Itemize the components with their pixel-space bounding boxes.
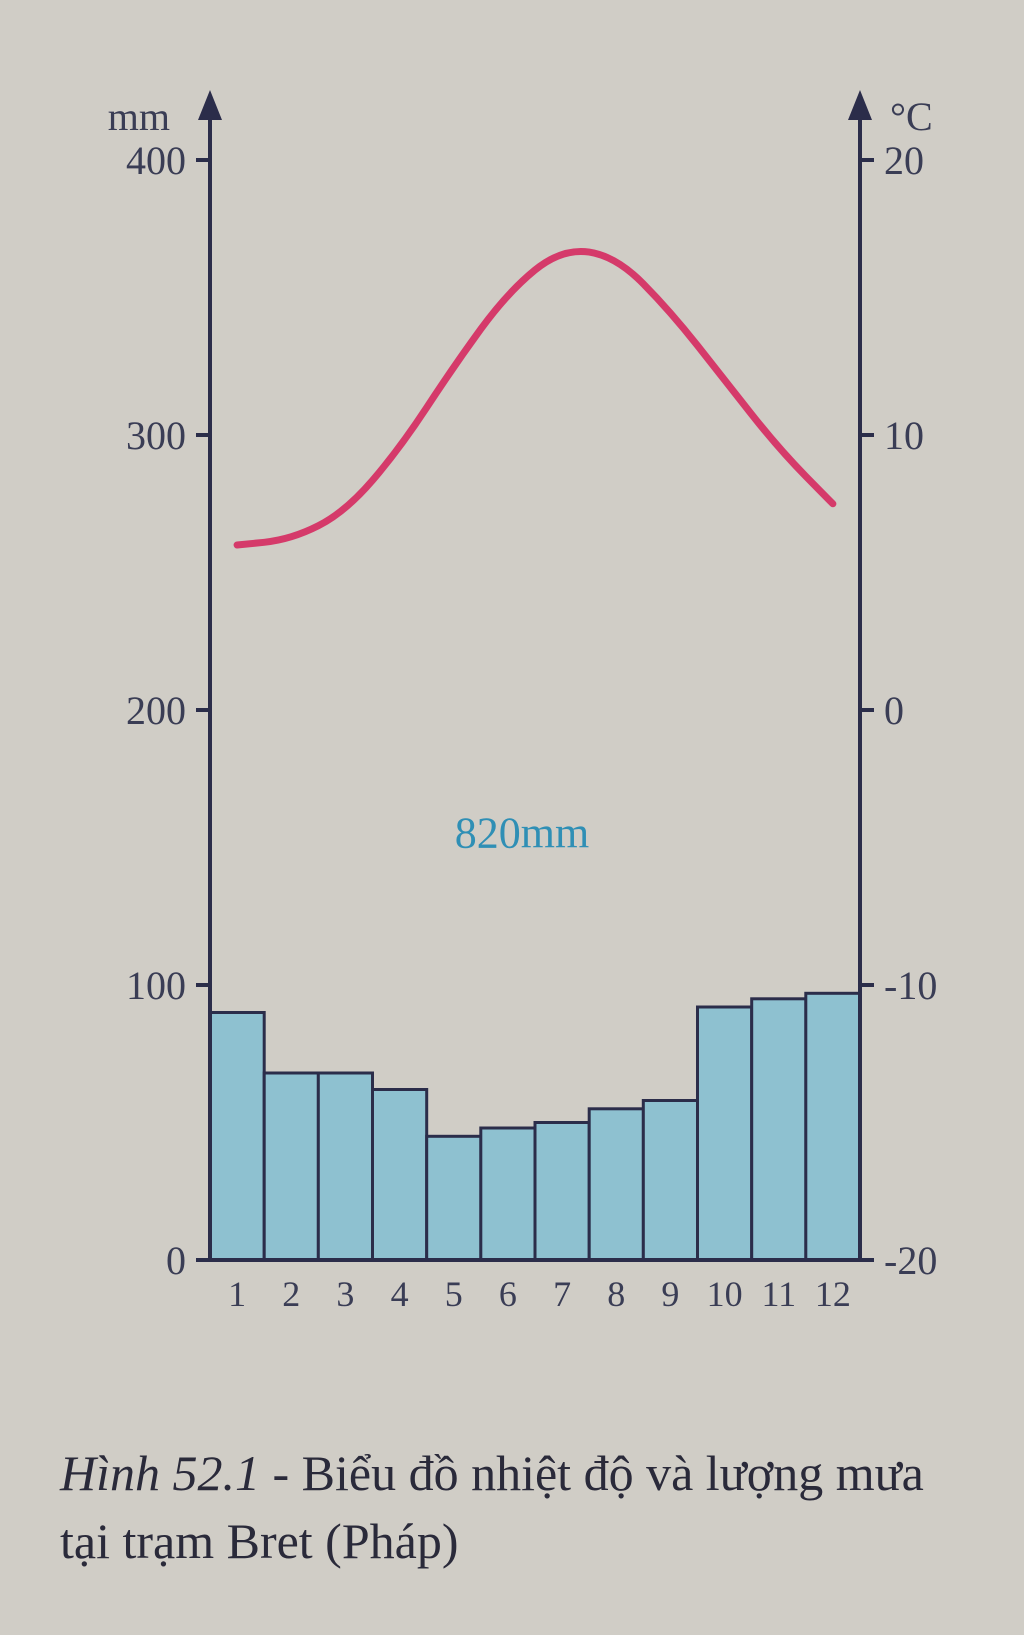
left-tick-label-300: 300 <box>126 413 186 458</box>
left-tick-label-200: 200 <box>126 688 186 733</box>
x-label-11: 11 <box>761 1274 796 1314</box>
x-label-6: 6 <box>499 1274 517 1314</box>
rainfall-bar-5 <box>427 1136 481 1260</box>
left-tick-label-0: 0 <box>166 1238 186 1283</box>
rainfall-bar-1 <box>210 1013 264 1261</box>
total-rainfall-annotation: 820mm <box>455 809 589 858</box>
x-label-12: 12 <box>815 1274 851 1314</box>
x-label-5: 5 <box>445 1274 463 1314</box>
page-root: 0100200300400mm-20-1001020°C123456789101… <box>0 0 1024 1635</box>
rainfall-bar-12 <box>806 993 860 1260</box>
figure-label: Hình 52.1 <box>60 1445 260 1501</box>
x-label-7: 7 <box>553 1274 571 1314</box>
x-label-4: 4 <box>391 1274 409 1314</box>
figure-caption: Hình 52.1 - Biểu đồ nhiệt độ và lượng mư… <box>60 1440 964 1575</box>
right-tick-label-20: 20 <box>884 138 924 183</box>
x-label-8: 8 <box>607 1274 625 1314</box>
caption-separator: - <box>260 1445 302 1501</box>
rainfall-bar-6 <box>481 1128 535 1260</box>
left-tick-label-400: 400 <box>126 138 186 183</box>
left-axis-unit: mm <box>108 94 170 139</box>
rainfall-bar-10 <box>698 1007 752 1260</box>
rainfall-bar-2 <box>264 1073 318 1260</box>
x-label-3: 3 <box>336 1274 354 1314</box>
rainfall-bar-11 <box>752 999 806 1260</box>
left-tick-label-100: 100 <box>126 963 186 1008</box>
right-tick-label-10: 10 <box>884 413 924 458</box>
right-tick-label-0: 0 <box>884 688 904 733</box>
rainfall-bar-9 <box>643 1101 697 1261</box>
rainfall-bar-3 <box>318 1073 372 1260</box>
right-tick-label--10: -10 <box>884 963 937 1008</box>
rainfall-bar-8 <box>589 1109 643 1260</box>
x-label-9: 9 <box>661 1274 679 1314</box>
right-axis-unit: °C <box>890 94 933 139</box>
climograph-chart: 0100200300400mm-20-1001020°C123456789101… <box>40 40 984 1420</box>
x-label-10: 10 <box>707 1274 743 1314</box>
x-label-2: 2 <box>282 1274 300 1314</box>
right-tick-label--20: -20 <box>884 1238 937 1283</box>
x-label-1: 1 <box>228 1274 246 1314</box>
rainfall-bar-4 <box>373 1090 427 1261</box>
rainfall-bar-7 <box>535 1123 589 1261</box>
